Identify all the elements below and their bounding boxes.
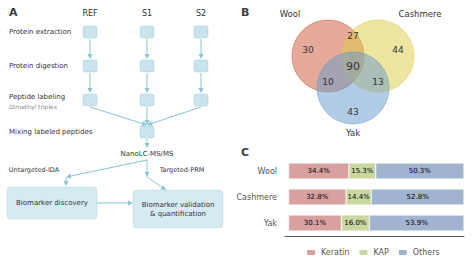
- svg-text:52.8%: 52.8%: [407, 193, 430, 201]
- svg-text:Cashmere: Cashmere: [237, 193, 278, 202]
- svg-text:13: 13: [372, 77, 383, 87]
- svg-text:REF: REF: [82, 9, 98, 18]
- svg-text:Protein extraction: Protein extraction: [9, 28, 71, 36]
- svg-text:C: C: [241, 146, 249, 159]
- svg-text:53.9%: 53.9%: [406, 219, 429, 227]
- svg-text:90: 90: [346, 60, 360, 73]
- svg-text:KAP: KAP: [373, 248, 389, 257]
- svg-text:Cashmere: Cashmere: [398, 9, 441, 19]
- svg-text:30.1%: 30.1%: [304, 219, 327, 227]
- svg-text:Yak: Yak: [263, 219, 278, 228]
- svg-text:Biomarker discovery: Biomarker discovery: [16, 199, 88, 207]
- svg-text:50.3%: 50.3%: [409, 167, 432, 175]
- svg-text:Keratin: Keratin: [321, 248, 349, 257]
- svg-text:B: B: [241, 6, 249, 19]
- svg-text:Peptide labeling: Peptide labeling: [9, 93, 65, 101]
- svg-text:14.4%: 14.4%: [348, 193, 371, 201]
- svg-text:Targeted-PRM: Targeted-PRM: [159, 166, 205, 174]
- svg-text:43: 43: [347, 107, 358, 117]
- svg-text:34.4%: 34.4%: [308, 167, 331, 175]
- svg-text:NanoLC-MS/MS: NanoLC-MS/MS: [121, 150, 174, 158]
- svg-text:Yak: Yak: [345, 128, 360, 138]
- svg-text:10: 10: [322, 77, 334, 87]
- svg-text:16.0%: 16.0%: [344, 219, 367, 227]
- svg-text:Mixing labeled peptides: Mixing labeled peptides: [9, 128, 93, 136]
- svg-text:15.3%: 15.3%: [351, 167, 374, 175]
- svg-text:32.8%: 32.8%: [306, 193, 329, 201]
- svg-text:44: 44: [392, 45, 404, 55]
- svg-text:Untargeted-IDA: Untargeted-IDA: [9, 166, 60, 174]
- svg-text:Wool: Wool: [280, 9, 301, 19]
- svg-text:Protein digestion: Protein digestion: [9, 62, 68, 70]
- svg-text:Others: Others: [413, 248, 440, 257]
- svg-text:27: 27: [347, 31, 358, 41]
- svg-text:Dimethyl triplex: Dimethyl triplex: [9, 103, 58, 111]
- svg-text:& quantification: & quantification: [150, 210, 206, 218]
- svg-text:Biomarker validation: Biomarker validation: [142, 201, 215, 209]
- svg-text:30: 30: [302, 45, 314, 55]
- svg-text:S1: S1: [142, 9, 152, 18]
- svg-text:Wool: Wool: [258, 167, 277, 176]
- svg-text:A: A: [9, 6, 18, 19]
- svg-text:S2: S2: [196, 9, 206, 18]
